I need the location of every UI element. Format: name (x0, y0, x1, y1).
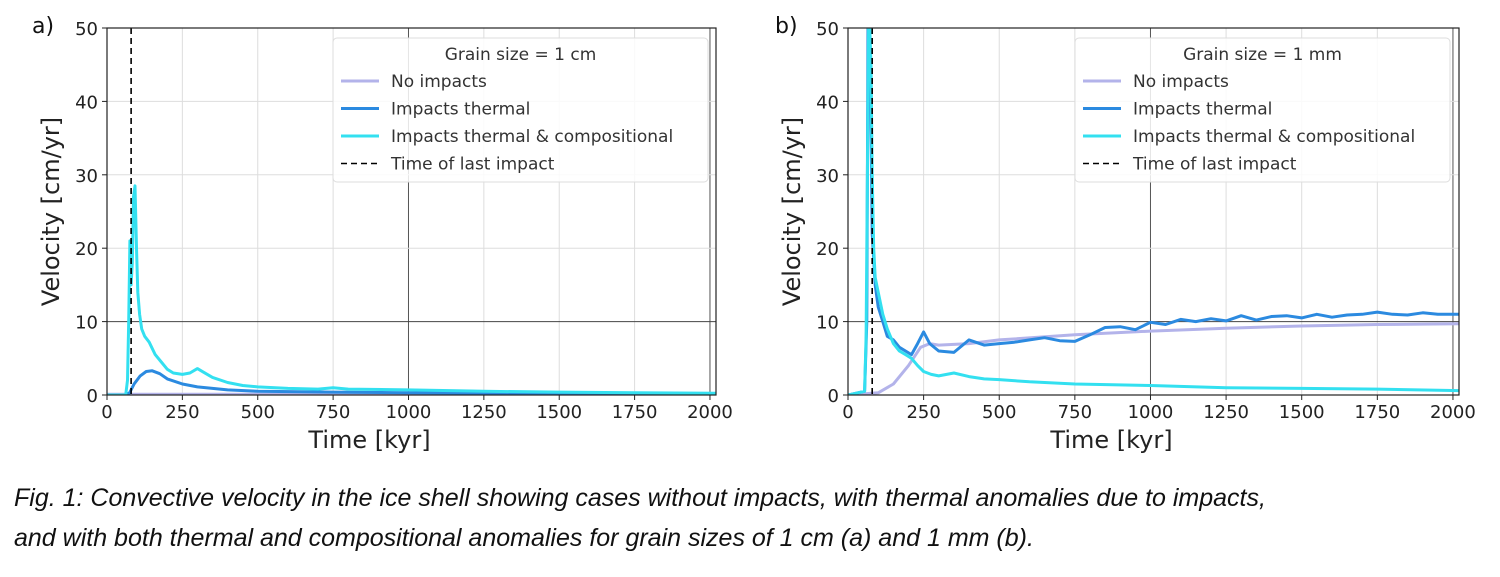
panel-a-legend-entry: Impacts thermal & compositional (391, 127, 673, 147)
panel-b-legend-title: Grain size = 1 mm (1183, 45, 1342, 65)
caption-line-1: Fig. 1: Convective velocity in the ice s… (14, 484, 1266, 512)
panel-b-ytick-label: 0 (828, 386, 839, 407)
panel-b-ytick-label: 50 (816, 19, 839, 40)
panel-a-ytick-label: 0 (87, 386, 98, 407)
panel-b: 0 250 500 750 1000 1250 1500 1750 2000 0 10 20 30 40 5… (775, 14, 1476, 454)
panel-b-xtick-label: 2000 (1430, 402, 1476, 423)
panel-b-line-impacts-thermal-comp (848, 28, 1459, 395)
panel-b-ytick-label: 30 (816, 166, 839, 187)
panel-a-legend-title: Grain size = 1 cm (445, 45, 597, 65)
panel-a-xtick-label: 250 (165, 402, 199, 423)
panel-a-xtick-label: 1500 (536, 402, 582, 423)
panel-a-label: a) (32, 14, 54, 39)
panel-a-frame (106, 27, 717, 396)
panel-b-legend: Grain size = 1 mm No impacts Impacts therm… (1074, 37, 1451, 183)
figure: 0 250 500 750 1000 1250 1500 1750 2000 0 10 20 30 40 5… (32, 14, 1476, 454)
panel-a-xtick-label: 1250 (461, 402, 507, 423)
panel-b-legend-entry: Time of last impact (1132, 155, 1297, 175)
panel-a-legend-entry: Time of last impact (390, 155, 555, 175)
panel-b-legend-entry: Impacts thermal & compositional (1133, 127, 1415, 147)
panel-b-xtick-label: 1750 (1354, 402, 1400, 423)
panel-a-ytick-label: 40 (75, 92, 98, 113)
panel-b-xtick-label: 250 (906, 402, 940, 423)
panel-b-xtick-label: 0 (842, 402, 853, 423)
panel-b-ytick-label: 20 (816, 239, 839, 260)
panel-a-line-impacts-thermal-comp (107, 184, 716, 395)
panel-a-ytick-label: 10 (75, 313, 98, 334)
panel-b-xtick-label: 1500 (1279, 402, 1325, 423)
panel-a-legend-entry: No impacts (391, 72, 487, 92)
panel-b-label: b) (775, 14, 798, 39)
panel-b-line-no-impacts (848, 322, 1459, 395)
panel-b-xtick-label: 750 (1058, 402, 1092, 423)
panel-a-ytick-label: 30 (75, 166, 98, 187)
panel-a-xlabel: Time [kyr] (307, 426, 430, 454)
panel-b-ylabel: Velocity [cm/yr] (778, 117, 806, 306)
panel-a-line-impacts-thermal (107, 369, 716, 395)
panel-b-legend-entry: No impacts (1133, 72, 1229, 92)
panel-a-xtick-label: 2000 (687, 402, 733, 423)
panel-a-legend-box (332, 37, 709, 183)
panel-b-xtick-label: 1000 (1128, 402, 1174, 423)
figure-caption: Fig. 1: Convective velocity in the ice s… (14, 478, 1494, 558)
figure-svg: 0 250 500 750 1000 1250 1500 1750 20000102030405… (32, 14, 1476, 454)
panel-b-legend-entry: Impacts thermal (1133, 100, 1272, 120)
panel-b-xlabel: Time [kyr] (1049, 426, 1172, 454)
panel-b-ytick-label: 10 (816, 313, 839, 334)
panel-b-line-impacts-thermal (848, 28, 1459, 395)
panel-a-ylabel: Velocity [cm/yr] (37, 117, 65, 306)
panel-b-ytick-label: 40 (816, 92, 839, 113)
panel-b-xtick-label: 1250 (1203, 402, 1249, 423)
panel-a-xtick-label: 750 (316, 402, 350, 423)
panel-a-series (107, 28, 716, 395)
panel-a-xtick-label: 1750 (612, 402, 658, 423)
panel-a: 0 250 500 750 1000 1250 1500 1750 2000 0 10 20 30 40 5… (32, 14, 733, 454)
panel-b-ticks: 0 250 500 750 1000 1250 1500 1750 2000 0 10 20 30 40 5… (816, 19, 1476, 423)
panel-a-xtick-label: 0 (101, 402, 112, 423)
panel-b-series (848, 28, 1459, 395)
panel-a-legend-entry: Impacts thermal (391, 100, 530, 120)
panel-a-ticks: 0 250 500 750 1000 1250 1500 1750 2000 0 10 20 30 40 5… (75, 19, 733, 423)
caption-line-2: and with both thermal and compositional … (14, 524, 1034, 552)
panel-a-legend: Grain size = 1 cm No impacts Impacts therm… (332, 37, 709, 183)
panel-a-xtick-label: 1000 (386, 402, 432, 423)
panel-a-ytick-label: 50 (75, 19, 98, 40)
panel-b-xtick-label: 500 (982, 402, 1016, 423)
panel-a-ytick-label: 20 (75, 239, 98, 260)
panel-a-xtick-label: 500 (241, 402, 275, 423)
panel-b-legend-box (1074, 37, 1451, 183)
panel-b-frame (847, 27, 1460, 396)
